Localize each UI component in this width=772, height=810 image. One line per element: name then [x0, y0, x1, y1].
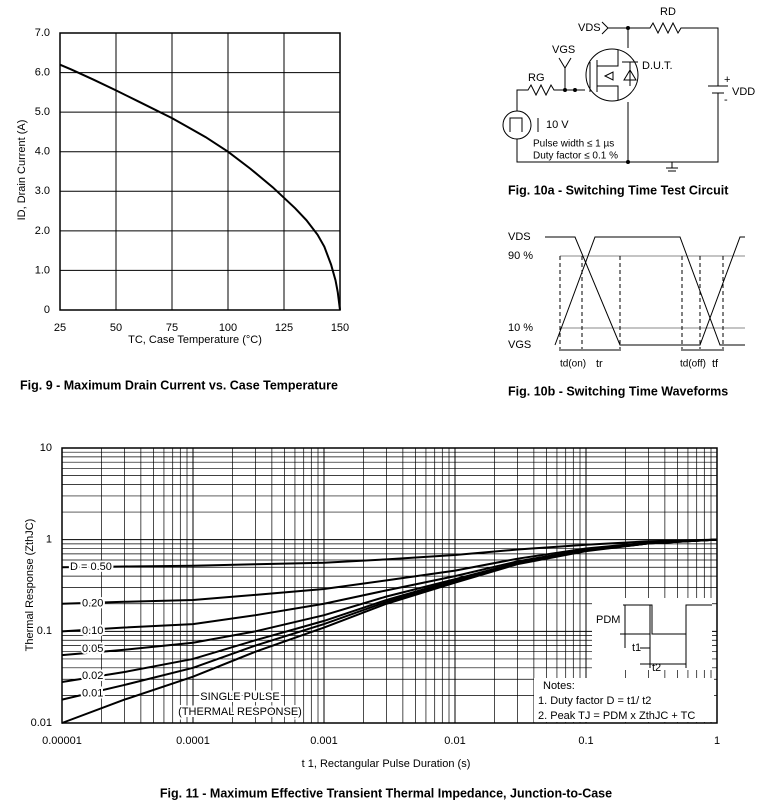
- td-on-label: td(on): [560, 359, 586, 370]
- plot-frame: [61, 447, 718, 724]
- vgs-wave: [554, 236, 745, 346]
- y-tick-label: 3.0: [35, 185, 50, 197]
- y-tick-label: 7.0: [35, 27, 50, 39]
- test-circuit: VDS RD VGS RG D.U.T. + - VDD 10 V Pulse …: [502, 6, 755, 197]
- pulse-width: Pulse width ≤ 1 µs: [533, 139, 614, 150]
- x-tick-label: 0.001: [310, 735, 338, 747]
- series-label: 0.10: [82, 625, 103, 637]
- tr-label: tr: [596, 358, 603, 370]
- plot-frame: [59, 32, 341, 311]
- rg-label: RG: [528, 72, 545, 84]
- minus-label: -: [724, 94, 728, 106]
- caption: Fig. 10b - Switching Time Waveforms: [508, 384, 728, 398]
- series-label: 0.01: [82, 688, 103, 700]
- dut-symbol: [589, 50, 638, 100]
- x-tick-label: 75: [166, 322, 178, 334]
- x-tick-label: 1: [714, 735, 720, 747]
- chart: 0.00001 0.0001 0.001 0.01 0.1 1 0.01 0.1 1 10 t 1,…: [24, 442, 720, 800]
- y-axis-label: ID, Drain Current (A): [16, 120, 28, 221]
- note: Notes:: [543, 680, 575, 692]
- tf-label: tf: [712, 358, 719, 370]
- source-symbols: [509, 117, 678, 172]
- note: 1. Duty factor D = t1/ t2: [538, 695, 651, 707]
- x-tick-label: 150: [331, 322, 349, 334]
- y-tick-label: 0: [44, 304, 50, 316]
- node: [573, 88, 577, 92]
- y-tick-label: 5.0: [35, 106, 50, 118]
- rd-label: RD: [660, 6, 676, 18]
- p10-label: 10 %: [508, 322, 533, 334]
- series-label: D = 0.50: [70, 561, 112, 573]
- series-label: 0.20: [82, 598, 103, 610]
- data-line: [59, 63, 341, 311]
- y-tick-label: 0.1: [37, 625, 52, 637]
- caption: Fig. 10a - Switching Time Test Circuit: [508, 183, 729, 197]
- x-tick-label: 125: [275, 322, 293, 334]
- p90-label: 90 %: [508, 250, 533, 262]
- dut-label: D.U.T.: [642, 60, 673, 72]
- td-off-label: td(off): [680, 359, 706, 370]
- series-label: 0.05: [82, 643, 103, 655]
- note: 2. Peak TJ = PDM x ZthJC + TC: [538, 710, 695, 722]
- y-tick-label: 2.0: [35, 225, 50, 237]
- chart-title: Fig. 11 - Maximum Effective Transient Th…: [160, 786, 612, 800]
- series-note: (THERMAL RESPONSE): [178, 706, 302, 718]
- x-tick-label: 0.1: [578, 735, 593, 747]
- y-tick-label: 10: [40, 442, 52, 454]
- node: [626, 160, 630, 164]
- vds-wave: [545, 236, 745, 346]
- x-axis-label: t 1, Rectangular Pulse Duration (s): [302, 758, 471, 770]
- chart-title: Fig. 9 - Maximum Drain Current vs. Case …: [20, 378, 338, 392]
- y-axis-label: Thermal Response (ZthJC): [24, 519, 36, 652]
- inset-t1: t1: [632, 642, 641, 654]
- x-tick-label: 0.00001: [42, 735, 82, 747]
- node: [563, 88, 567, 92]
- vdd-label: VDD: [732, 86, 755, 98]
- pulse-source: [502, 110, 532, 140]
- dut-body: [585, 48, 639, 102]
- data-line: [61, 538, 718, 569]
- pulse-train: [620, 604, 712, 668]
- y-tick-label: 1.0: [35, 264, 50, 276]
- y-tick-label: 1: [46, 534, 52, 546]
- source-label: 10 V: [546, 119, 569, 131]
- plus-label: +: [724, 74, 730, 86]
- vds-label: VDS: [508, 231, 531, 243]
- x-tick-label: 0.01: [444, 735, 465, 747]
- x-axis-label: TC, Case Temperature (°C): [128, 334, 262, 346]
- x-tick-label: 100: [219, 322, 237, 334]
- circuit-wires: [516, 21, 728, 163]
- node: [626, 26, 630, 30]
- inset-t2: t2: [652, 662, 661, 674]
- series-label: SINGLE PULSE: [200, 691, 279, 703]
- y-tick-label: 6.0: [35, 66, 50, 78]
- waveforms: VDS 90 % 10 % VGS td(on) tr td(off) tf F…: [508, 231, 745, 398]
- x-tick-label: 50: [110, 322, 122, 334]
- duty-factor: Duty factor ≤ 0.1 %: [533, 151, 618, 162]
- data-line: [61, 538, 718, 605]
- y-tick-label: 4.0: [35, 146, 50, 158]
- chart: 25 50 75 100 125 150 0 1.0 2.0 3.0 4.0 5.0 6.0 7.0 TC,…: [16, 27, 349, 392]
- y-tick-label: 0.01: [31, 717, 52, 729]
- data-line: [61, 538, 718, 724]
- notes-box: [534, 678, 714, 722]
- vds-label: VDS: [578, 22, 601, 34]
- series-label: 0.02: [82, 670, 103, 682]
- vgs-label: VGS: [552, 44, 575, 56]
- time-markers: [559, 256, 724, 352]
- vgs-label: VGS: [508, 339, 531, 351]
- inset-pdm: PDM: [596, 614, 620, 626]
- x-tick-label: 0.0001: [176, 735, 210, 747]
- x-tick-label: 25: [54, 322, 66, 334]
